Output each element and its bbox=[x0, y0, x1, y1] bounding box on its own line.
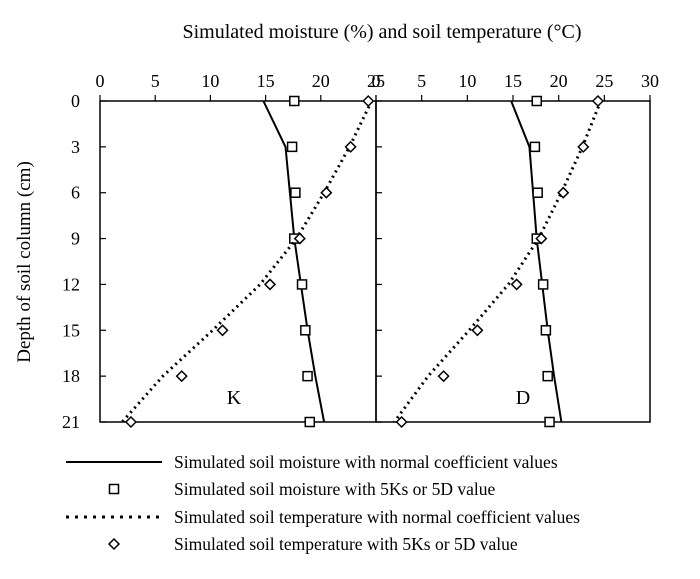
moisture-normal-line bbox=[262, 100, 326, 423]
temperature-5ks-point bbox=[577, 140, 590, 153]
temperature-5ks-point bbox=[175, 370, 188, 383]
moisture-5ks-point bbox=[544, 416, 555, 428]
moisture-5ks-point bbox=[542, 370, 553, 382]
panel-label: D bbox=[516, 387, 530, 409]
legend-label: Simulated soil moisture with 5Ks or 5D v… bbox=[174, 479, 496, 499]
panel-D: 0 5 10 15 20 25 30 D bbox=[372, 71, 659, 429]
y-tick-label: 21 bbox=[62, 412, 80, 432]
plot-frame bbox=[375, 100, 651, 423]
temperature-5ks-point bbox=[510, 278, 523, 291]
temperature-5ks-point bbox=[216, 324, 229, 337]
panel-label: K bbox=[227, 387, 242, 409]
temperature-5ks-point bbox=[362, 94, 375, 108]
legend-item: Simulated soil temperature with 5Ks or 5… bbox=[107, 534, 518, 554]
temperature-5ks-point bbox=[535, 232, 548, 245]
legend-item: Simulated soil moisture with normal coef… bbox=[66, 452, 558, 472]
y-axis-label: Depth of soil column (cm) bbox=[14, 161, 35, 363]
moisture-5ks-point bbox=[531, 95, 542, 107]
x-tick-label: 10 bbox=[458, 71, 476, 91]
temperature-5ks-point bbox=[293, 232, 306, 245]
temperature-5ks-point bbox=[344, 140, 357, 153]
x-tick-label: 0 bbox=[96, 71, 105, 91]
x-tick-label: 20 bbox=[550, 71, 568, 91]
x-tick-label: 30 bbox=[641, 71, 659, 91]
moisture-5ks-point bbox=[302, 370, 313, 382]
chart-title: Simulated moisture (%) and soil temperat… bbox=[182, 21, 581, 43]
y-tick-label: 0 bbox=[71, 91, 80, 111]
y-tick-label: 6 bbox=[71, 183, 80, 203]
y-tick-label: 9 bbox=[71, 229, 80, 249]
y-tick-label: 12 bbox=[62, 274, 80, 294]
x-tick-label: 10 bbox=[201, 71, 219, 91]
x-tick-label: 15 bbox=[257, 71, 275, 91]
temperature-5ks-point bbox=[395, 415, 408, 429]
moisture-5ks-point bbox=[286, 141, 298, 153]
temperature-5ks-point bbox=[557, 186, 570, 199]
temperature-5ks-point bbox=[320, 186, 333, 199]
moisture-5ks-point bbox=[300, 325, 311, 336]
x-tick-label: 25 bbox=[367, 71, 385, 91]
moisture-5ks-point bbox=[304, 416, 316, 428]
temperature-5ks-point bbox=[124, 415, 137, 429]
moisture-5ks-point bbox=[537, 279, 549, 290]
legend-label: Simulated soil temperature with 5Ks or 5… bbox=[174, 534, 518, 554]
moisture-5ks-point bbox=[529, 141, 541, 153]
moisture-5ks-point bbox=[296, 279, 308, 290]
temperature-5ks-point bbox=[591, 94, 605, 108]
y-tick-label: 3 bbox=[71, 137, 80, 157]
temperature-5ks-point bbox=[471, 324, 484, 337]
y-tick-label: 15 bbox=[62, 320, 80, 340]
legend-swatch-square bbox=[108, 483, 120, 495]
legend-swatch-diamond bbox=[107, 537, 121, 551]
x-tick-label: 0 bbox=[372, 71, 381, 91]
temperature-5ks-point bbox=[437, 370, 450, 383]
x-tick-label: 15 bbox=[504, 71, 522, 91]
moisture-5ks-point bbox=[540, 325, 552, 336]
legend-label: Simulated soil moisture with normal coef… bbox=[174, 452, 558, 472]
x-tick-label: 5 bbox=[151, 71, 160, 91]
y-tick-label: 18 bbox=[62, 366, 80, 386]
moisture-5ks-point bbox=[289, 95, 300, 107]
x-tick-label: 20 bbox=[312, 71, 330, 91]
x-tick-label: 5 bbox=[417, 71, 426, 91]
temperature-normal-line bbox=[393, 100, 603, 423]
legend-item: Simulated soil temperature with normal c… bbox=[66, 507, 580, 527]
legend-label: Simulated soil temperature with normal c… bbox=[174, 507, 580, 527]
moisture-5ks-point bbox=[290, 187, 301, 198]
temperature-normal-line bbox=[120, 100, 373, 423]
moisture-normal-line bbox=[510, 100, 563, 423]
temperature-5ks-point bbox=[263, 278, 277, 291]
plot-frame bbox=[99, 100, 377, 423]
moisture-5ks-point bbox=[532, 187, 543, 198]
legend-item: Simulated soil moisture with 5Ks or 5D v… bbox=[108, 479, 496, 499]
x-tick-label: 25 bbox=[595, 71, 613, 91]
